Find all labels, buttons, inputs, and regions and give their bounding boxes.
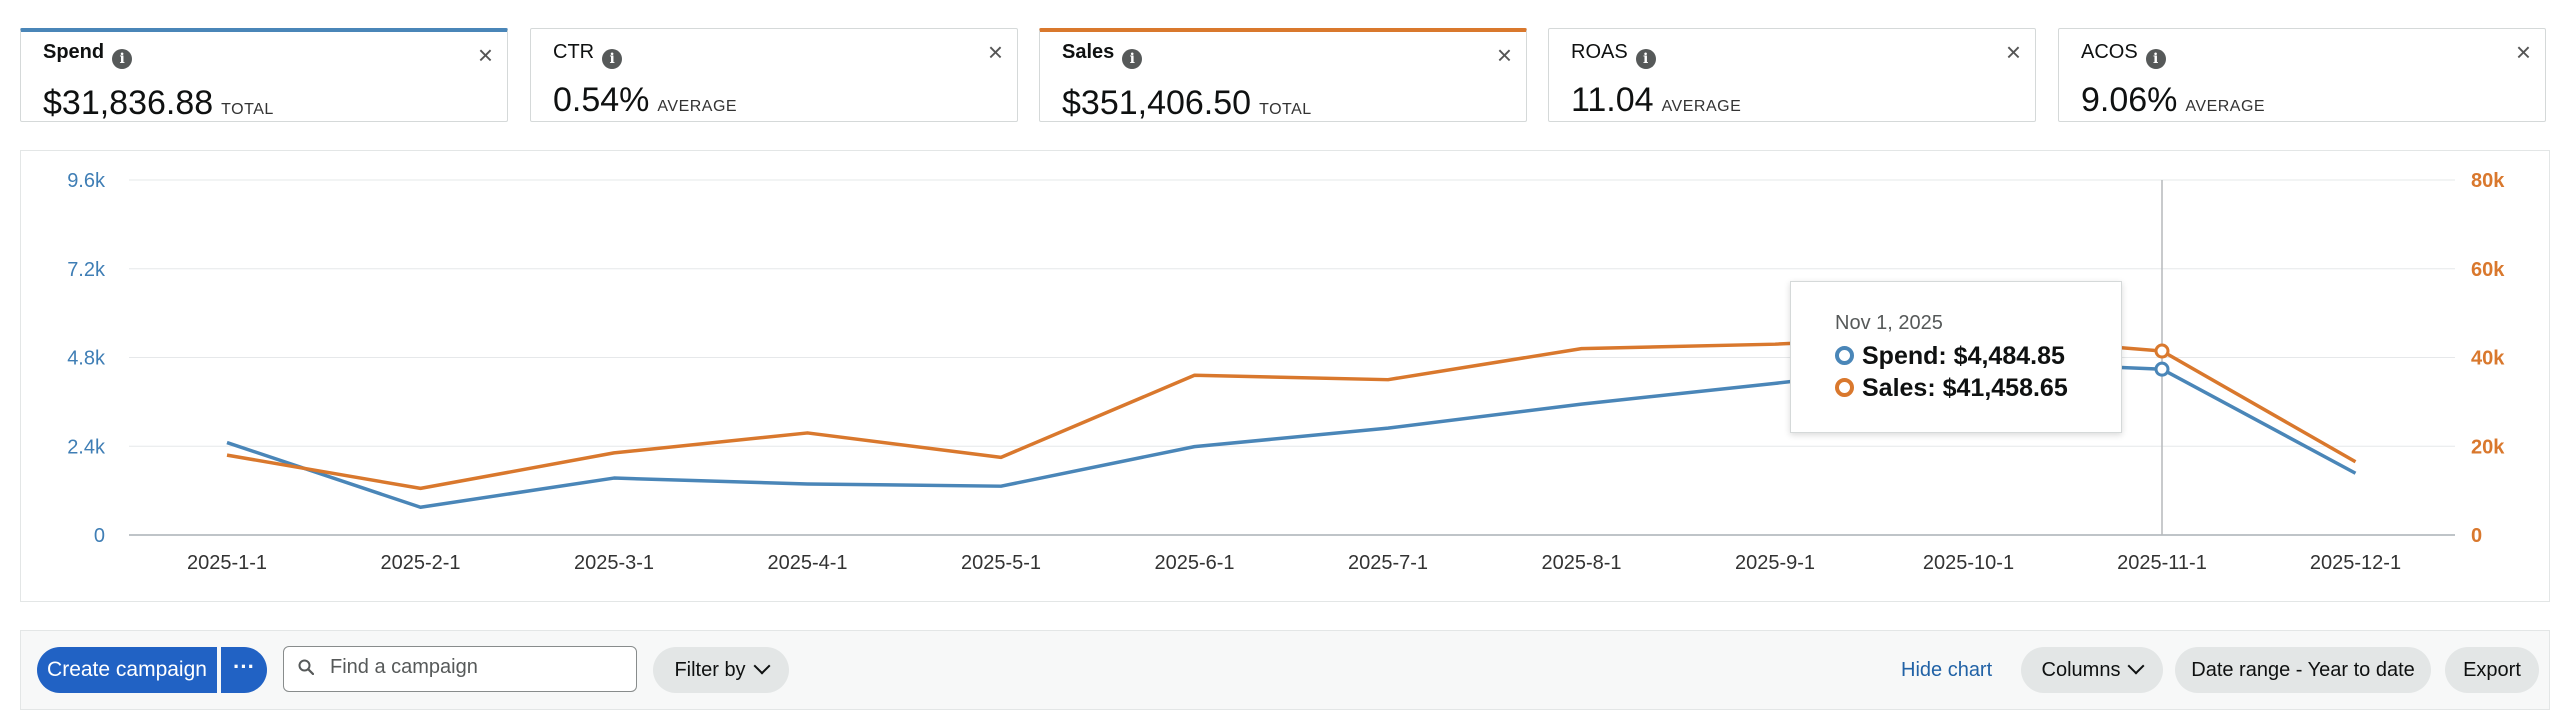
columns-button[interactable]: Columns	[2021, 647, 2163, 693]
close-icon[interactable]: ×	[2515, 37, 2531, 67]
metric-value: $351,406.50 TOTAL	[1062, 84, 1312, 122]
highlight-point-sales	[2154, 343, 2170, 359]
y-left-tick-label: 7.2k	[67, 259, 106, 281]
metric-title: Sales i	[1062, 41, 1143, 69]
x-tick-label: 2025-5-1	[961, 552, 1041, 574]
tooltip-date: Nov 1, 2025	[1835, 312, 1943, 334]
y-left-tick-label: 4.8k	[67, 348, 106, 370]
metric-value: 11.04 AVERAGE	[1571, 81, 1742, 119]
metric-title: ROAS i	[1571, 41, 1656, 69]
close-icon[interactable]: ×	[477, 40, 493, 70]
more-options-button[interactable]: ···	[221, 647, 267, 693]
close-icon[interactable]: ×	[2005, 37, 2021, 67]
chart-tooltip: Nov 1, 2025 Spend: $4,484.85 Sales: $41,…	[1790, 281, 2122, 433]
date-range-button[interactable]: Date range - Year to date	[2175, 647, 2431, 693]
metric-card-acos[interactable]: ACOS i × 9.06% AVERAGE	[2058, 28, 2546, 122]
filter-by-button[interactable]: Filter by	[653, 647, 789, 693]
chart-container: 0 2.4k 4.8k 7.2k 9.6k 0 20k 40k 60k 80k 2025-1-1 20…	[20, 150, 2550, 602]
x-tick-label: 2025-3-1	[574, 552, 654, 574]
create-campaign-button[interactable]: Create campaign	[37, 647, 217, 693]
metric-sub: TOTAL	[1259, 101, 1312, 118]
metric-title: CTR i	[553, 41, 623, 69]
y-right-tick-label: 40k	[2471, 348, 2505, 370]
metric-title: Spend i	[43, 41, 133, 69]
metric-title: ACOS i	[2081, 41, 2166, 69]
sales-dot-icon	[1835, 378, 1854, 397]
x-tick-label: 2025-11-1	[2117, 552, 2207, 574]
search-icon	[298, 659, 314, 675]
metric-card-spend[interactable]: Spend i × $31,836.88 TOTAL	[20, 28, 508, 122]
info-icon[interactable]: i	[602, 49, 623, 69]
y-left-tick-label: 0	[94, 525, 105, 547]
x-tick-label: 2025-7-1	[1348, 552, 1428, 574]
metric-sub: TOTAL	[221, 101, 274, 118]
y-right-tick-label: 20k	[2471, 436, 2505, 458]
tooltip-spend: Spend: $4,484.85	[1835, 342, 2065, 371]
metric-card-sales[interactable]: Sales i × $351,406.50 TOTAL	[1039, 28, 1527, 122]
highlight-point-spend	[2154, 361, 2170, 377]
metric-sub: AVERAGE	[657, 98, 738, 115]
spend-dot-icon	[1835, 346, 1854, 365]
y-right-tick-label: 60k	[2471, 259, 2505, 281]
close-icon[interactable]: ×	[987, 37, 1003, 67]
metric-value: 9.06% AVERAGE	[2081, 81, 2266, 119]
line-chart[interactable]: 0 2.4k 4.8k 7.2k 9.6k 0 20k 40k 60k 80k 2025-1-1 20…	[21, 151, 2551, 603]
x-tick-label: 2025-1-1	[187, 552, 267, 574]
metric-value: $31,836.88 TOTAL	[43, 84, 274, 122]
metric-sub: AVERAGE	[1661, 98, 1742, 115]
y-right-tick-label: 80k	[2471, 170, 2505, 192]
y-left-tick-label: 2.4k	[67, 436, 106, 458]
search-input[interactable]	[328, 655, 622, 680]
x-tick-label: 2025-4-1	[767, 552, 847, 574]
x-tick-label: 2025-8-1	[1541, 552, 1621, 574]
metric-value: 0.54% AVERAGE	[553, 81, 738, 119]
info-icon[interactable]: i	[2145, 49, 2166, 69]
chevron-down-icon	[753, 657, 771, 675]
tooltip-sales: Sales: $41,458.65	[1835, 374, 2068, 403]
campaign-search[interactable]	[283, 646, 637, 692]
chevron-down-icon	[2127, 657, 2145, 675]
info-icon[interactable]: i	[112, 49, 133, 69]
y-left-tick-label: 9.6k	[67, 170, 106, 192]
metric-card-roas[interactable]: ROAS i × 11.04 AVERAGE	[1548, 28, 2036, 122]
y-right-tick-label: 0	[2471, 525, 2482, 547]
x-tick-label: 2025-12-1	[2310, 552, 2401, 574]
info-icon[interactable]: i	[1635, 49, 1656, 69]
metric-sub: AVERAGE	[2185, 98, 2266, 115]
x-tick-label: 2025-9-1	[1735, 552, 1815, 574]
x-tick-label: 2025-6-1	[1154, 552, 1234, 574]
export-button[interactable]: Export	[2445, 647, 2539, 693]
metric-card-ctr[interactable]: CTR i × 0.54% AVERAGE	[530, 28, 1018, 122]
close-icon[interactable]: ×	[1496, 40, 1512, 70]
x-tick-label: 2025-10-1	[1923, 552, 2014, 574]
campaign-toolbar: Create campaign ··· Filter by Hide chart…	[20, 630, 2550, 710]
metric-cards: Spend i × $31,836.88 TOTAL CTR i × 0.54% AVE…	[20, 28, 2550, 124]
x-tick-label: 2025-2-1	[380, 552, 460, 574]
info-icon[interactable]: i	[1122, 49, 1143, 69]
hide-chart-link[interactable]: Hide chart	[1901, 659, 1993, 681]
